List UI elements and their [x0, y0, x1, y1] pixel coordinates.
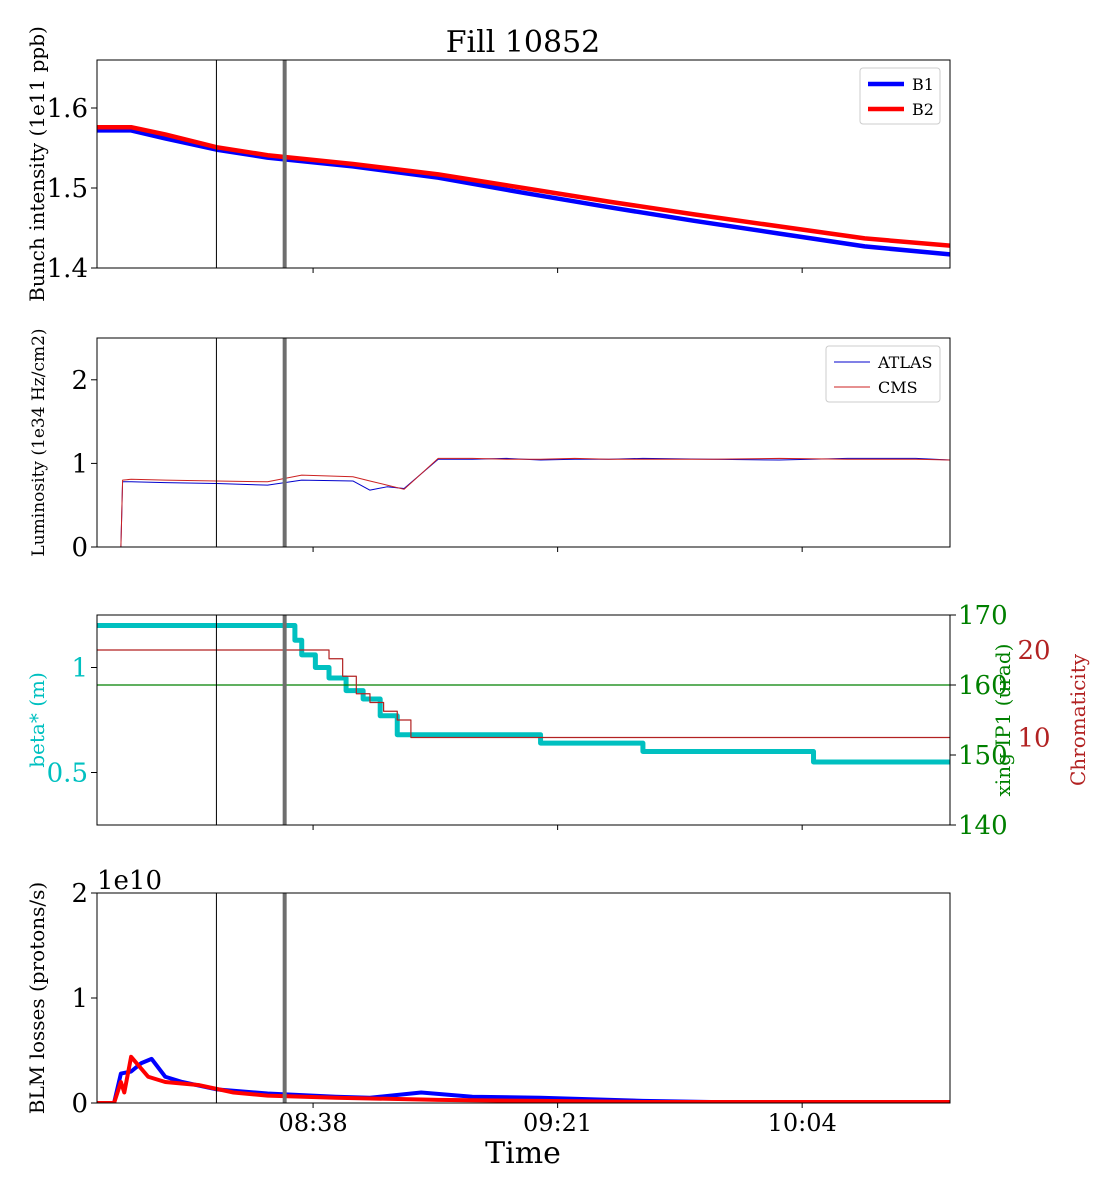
series-line-cms: [97, 457, 950, 547]
y-axis-label: Bunch intensity (1e11 ppb): [25, 26, 49, 302]
y-right-tick-label: 150: [958, 741, 1008, 771]
y-right-tick-label: 160: [958, 671, 1008, 701]
y-tick-label: 0: [71, 533, 88, 563]
y-tick-label: 0: [71, 1089, 88, 1119]
series-group: [97, 457, 950, 547]
y-right-tick-label: 170: [958, 601, 1008, 631]
y-tick-label: 1: [71, 654, 88, 684]
series-line-b2: [97, 124, 950, 248]
y-right-axis-label: xing IP1 (urad): [991, 644, 1015, 797]
y-right2-tick-label: 10: [1017, 724, 1050, 754]
series-line-beta-: [97, 623, 950, 765]
y-tick-label: 1: [71, 984, 88, 1014]
series-group: [97, 124, 950, 257]
y-right2-axis-label: Chromaticity: [1066, 653, 1090, 786]
y-right-tick-label: 140: [958, 811, 1008, 841]
legend-label: CMS: [878, 378, 918, 397]
x-tick-label: 10:04: [768, 1109, 837, 1137]
series-line-chromaticity: [97, 649, 950, 739]
series-line-b1: [97, 1056, 950, 1103]
y-tick-label: 1: [71, 449, 88, 479]
y-tick-label: 1.5: [47, 174, 88, 204]
plot-frame: [96, 614, 951, 826]
series-line-b1: [97, 128, 950, 257]
y-tick-label: 1.4: [47, 254, 88, 284]
y-tick-label: 2: [71, 366, 88, 396]
panel-losses: 0 1 2 08:38 09:21 10:04 BLM losses (protons/s)…: [25, 866, 951, 1137]
x-axis-label: Time: [485, 1136, 561, 1171]
y-right2-tick-label: 20: [1017, 636, 1050, 666]
series-line-atlas: [97, 457, 950, 547]
y-axis-label: Luminosity (1e34 Hz/cm2): [29, 328, 49, 556]
legend-label: B1: [912, 75, 934, 94]
plot-frame: [96, 59, 951, 269]
y-tick-label: 1.6: [47, 94, 88, 124]
y-multiplier-label: 1e10: [97, 866, 162, 896]
legend-box: [825, 345, 941, 403]
panel-luminosity: 0 1 2 Luminosity (1e34 Hz/cm2) ATLAS CMS: [29, 328, 951, 563]
y-tick-label: 0.5: [47, 759, 88, 789]
y-axis-label: beta* (m): [25, 672, 49, 768]
chart-title: Fill 10852: [446, 25, 601, 60]
legend-label: ATLAS: [877, 353, 933, 372]
series-group: [97, 1054, 950, 1103]
x-tick-label: 09:21: [523, 1109, 592, 1137]
legend: ATLAS CMS: [825, 345, 941, 403]
plot-frame: [96, 892, 951, 1104]
series-group: [97, 623, 950, 765]
plot-frame: [96, 337, 951, 548]
x-tick-label: 08:38: [278, 1109, 347, 1137]
y-tick-label: 2: [71, 879, 88, 909]
y-axis-label: BLM losses (protons/s): [25, 882, 49, 1114]
legend-label: B2: [912, 100, 934, 119]
